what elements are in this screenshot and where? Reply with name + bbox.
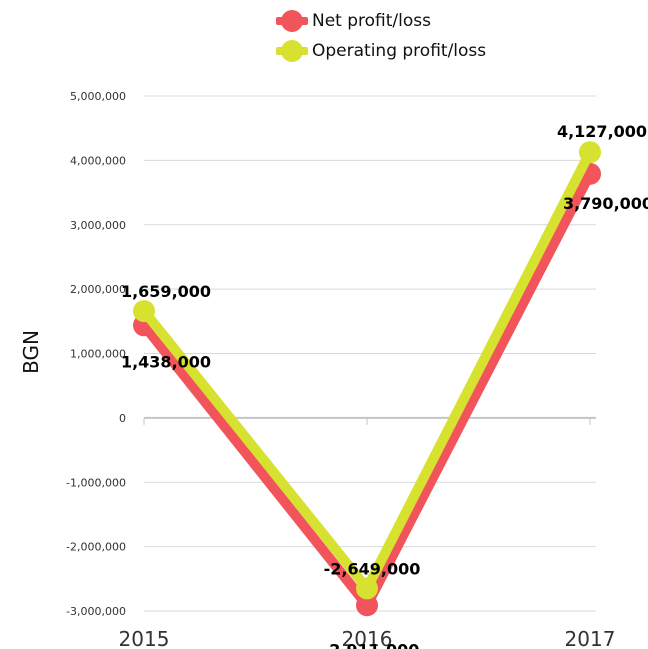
y-tick-label: -3,000,000: [66, 605, 126, 618]
y-axis-title: BGN: [19, 330, 43, 374]
series-lines: [133, 141, 601, 617]
y-tick-label: 4,000,000: [70, 154, 126, 167]
x-axis-ticks: 2015 2016 2017: [119, 417, 616, 649]
y-tick-label: -2,000,000: [66, 541, 126, 554]
data-point-net-profit-loss-2016: [356, 594, 378, 617]
legend-label-operating-profit-loss: Operating profit/loss: [312, 41, 487, 61]
legend-label-net-profit-loss: Net profit/loss: [312, 11, 431, 31]
legend-item-net-profit-loss: Net profit/loss: [276, 6, 486, 36]
data-label-net-profit-loss-2015: 1,438,000: [121, 352, 211, 371]
legend-marker-operating-profit-loss-icon: [276, 40, 308, 62]
x-tick-label-2016: 2016: [342, 627, 393, 649]
data-point-operating-profit-loss-2015: [133, 300, 155, 323]
data-labels: 1,438,000 -2,911,000 3,790,000 1,659,000 -2,…: [121, 122, 648, 649]
chart-legend: Net profit/loss Operating profit/loss: [276, 6, 486, 66]
y-tick-label: 2,000,000: [70, 283, 126, 296]
data-label-operating-profit-loss-2015: 1,659,000: [121, 282, 211, 301]
legend-marker-net-profit-loss-icon: [276, 10, 308, 32]
data-label-operating-profit-loss-2017: 4,127,000: [557, 122, 647, 141]
y-tick-label: 5,000,000: [70, 90, 126, 103]
x-tick-label-2017: 2017: [565, 627, 616, 649]
x-tick-label-2015: 2015: [119, 627, 170, 649]
data-label-net-profit-loss-2017: 3,790,000: [563, 194, 648, 213]
data-point-operating-profit-loss-2016: [356, 577, 378, 600]
y-tick-label: 3,000,000: [70, 219, 126, 232]
y-tick-label: 1,000,000: [70, 348, 126, 361]
data-point-operating-profit-loss-2017: [579, 141, 601, 164]
data-label-operating-profit-loss-2016: -2,649,000: [324, 559, 421, 578]
y-tick-label: 0: [119, 412, 126, 425]
y-axis-ticks: 5,000,000 4,000,000 3,000,000 2,000,000 1,00…: [66, 90, 126, 618]
gridlines: [144, 95, 596, 612]
y-tick-label: -1,000,000: [66, 476, 126, 489]
data-label-net-profit-loss-2016: -2,911,000: [323, 640, 420, 649]
legend-item-operating-profit-loss: Operating profit/loss: [276, 36, 486, 66]
